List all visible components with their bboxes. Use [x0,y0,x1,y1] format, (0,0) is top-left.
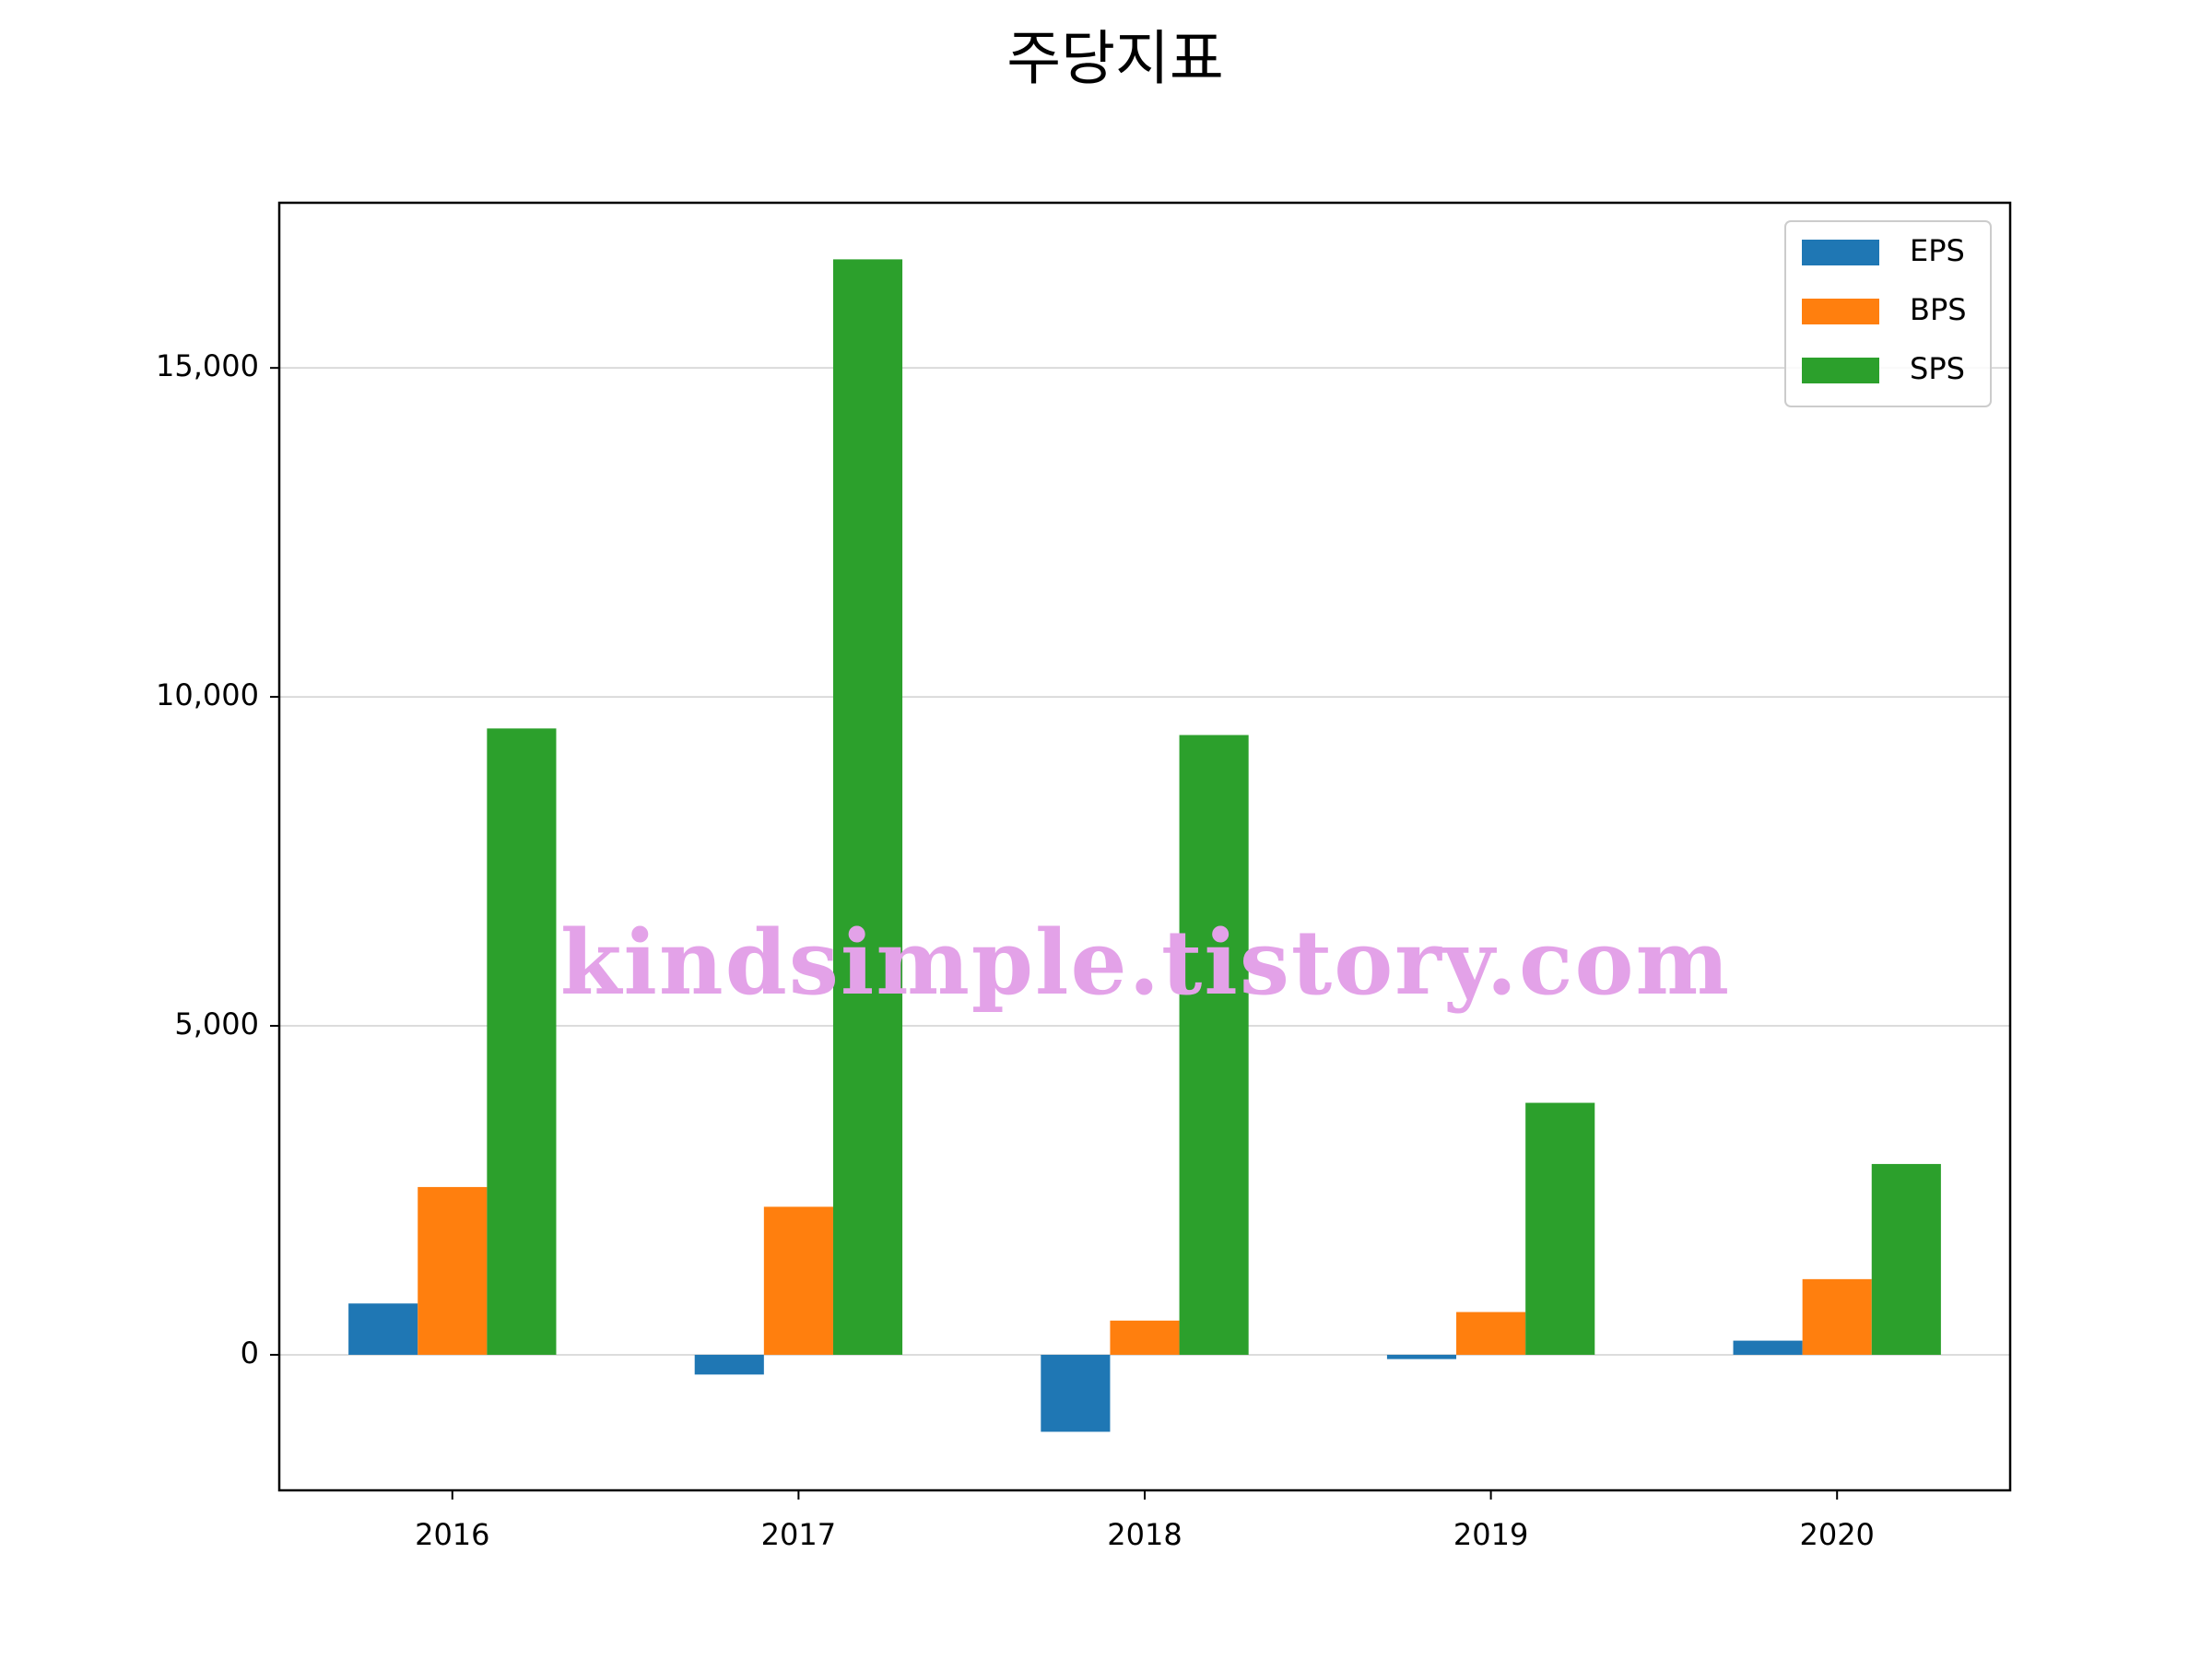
bar [1802,1278,1872,1355]
bar [1041,1354,1111,1432]
x-tick-label: 2017 [761,1517,836,1552]
x-tick-label: 2019 [1453,1517,1528,1552]
plot-frame [277,201,2012,1492]
y-tick-label: 10,000 [156,677,259,712]
bar [348,1303,418,1355]
x-tick-label: 2018 [1107,1517,1182,1552]
y-tick-label: 5,000 [174,1006,259,1041]
bar [487,728,557,1355]
legend-label: SPS [1910,351,1965,386]
legend-swatch [1802,240,1879,265]
watermark: kindsimple.tistory.com [560,911,1731,1015]
bar [694,1354,764,1375]
bar [1525,1102,1595,1355]
bar [1871,1163,1941,1355]
bar [1456,1312,1526,1355]
legend-swatch [1802,358,1879,383]
bar [1110,1320,1180,1355]
bar [1179,735,1249,1355]
chart-title: 주당지표 [1006,26,1224,94]
legend-label: BPS [1910,292,1967,327]
x-tick-label: 2016 [415,1517,489,1552]
bar [418,1186,488,1355]
bar [1733,1340,1803,1355]
bar [763,1206,833,1355]
bar [832,259,903,1355]
x-tick-label: 2020 [1799,1517,1874,1552]
y-tick-label: 15,000 [156,348,259,383]
legend-label: EPS [1910,233,1965,268]
y-tick-label: 0 [241,1335,259,1371]
bar [1386,1354,1457,1359]
legend-swatch [1802,299,1879,324]
